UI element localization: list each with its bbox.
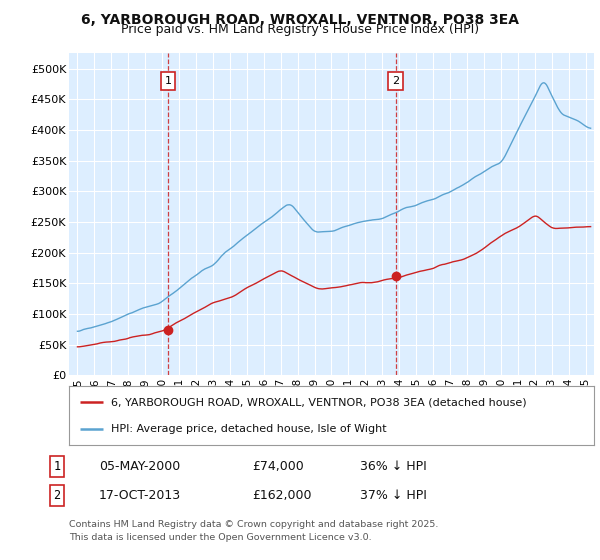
Text: 1: 1 xyxy=(53,460,61,473)
Text: 1: 1 xyxy=(164,76,172,86)
Text: 37% ↓ HPI: 37% ↓ HPI xyxy=(360,489,427,502)
Text: 36% ↓ HPI: 36% ↓ HPI xyxy=(360,460,427,473)
Text: 6, YARBOROUGH ROAD, WROXALL, VENTNOR, PO38 3EA (detached house): 6, YARBOROUGH ROAD, WROXALL, VENTNOR, PO… xyxy=(111,397,527,407)
Text: Price paid vs. HM Land Registry's House Price Index (HPI): Price paid vs. HM Land Registry's House … xyxy=(121,23,479,36)
Text: 05-MAY-2000: 05-MAY-2000 xyxy=(99,460,180,473)
Text: Contains HM Land Registry data © Crown copyright and database right 2025.
This d: Contains HM Land Registry data © Crown c… xyxy=(69,520,439,542)
Text: 2: 2 xyxy=(392,76,400,86)
Text: 2: 2 xyxy=(53,489,61,502)
Text: £162,000: £162,000 xyxy=(252,489,311,502)
Text: 6, YARBOROUGH ROAD, WROXALL, VENTNOR, PO38 3EA: 6, YARBOROUGH ROAD, WROXALL, VENTNOR, PO… xyxy=(81,13,519,27)
Text: HPI: Average price, detached house, Isle of Wight: HPI: Average price, detached house, Isle… xyxy=(111,424,386,435)
Text: £74,000: £74,000 xyxy=(252,460,304,473)
Text: 17-OCT-2013: 17-OCT-2013 xyxy=(99,489,181,502)
